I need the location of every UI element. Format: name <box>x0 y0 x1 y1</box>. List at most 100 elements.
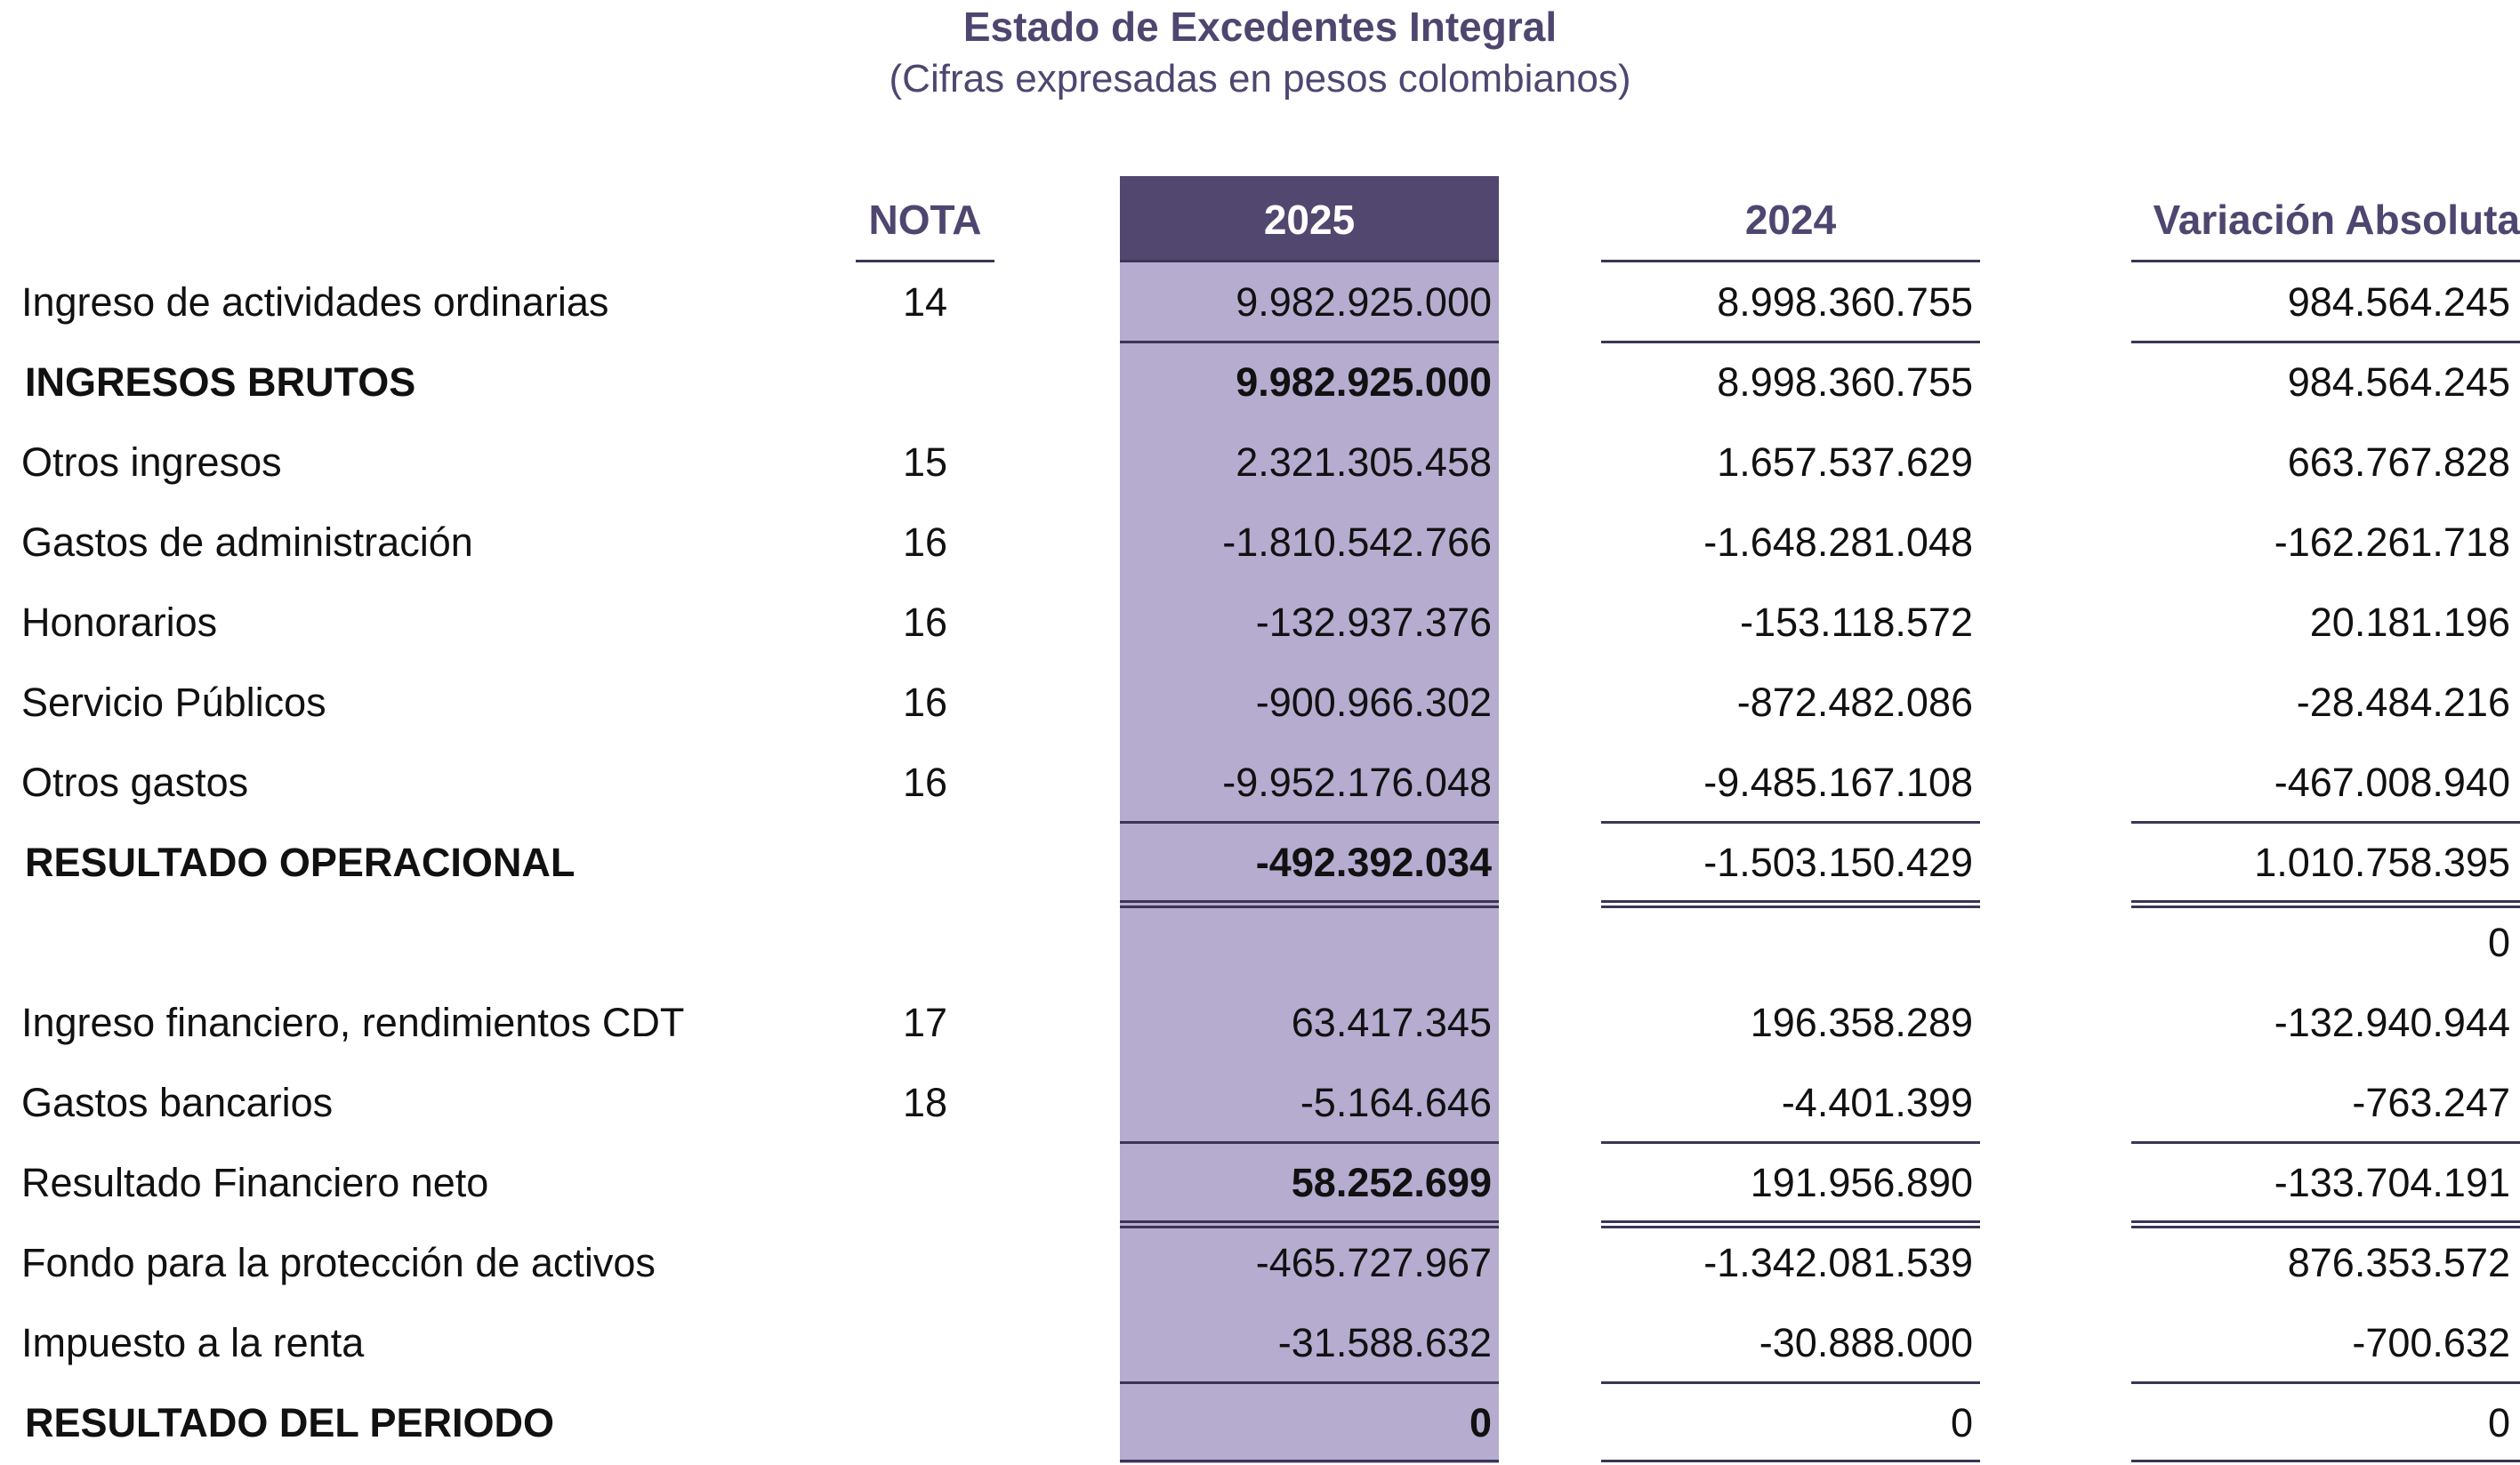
row-value-variation: 984.564.245 <box>2287 359 2510 405</box>
row-value-2024: -872.482.086 <box>1736 680 1973 725</box>
row-value-2025: -132.937.376 <box>1255 600 1492 645</box>
row-label: Gastos de administración <box>21 519 473 565</box>
row-label: Gastos bancarios <box>21 1080 334 1125</box>
table-row: RESULTADO DEL PERIODO 0 0 0 <box>0 1383 2520 1463</box>
row-rule <box>1601 1460 1980 1462</box>
row-value-2024: -1.342.081.539 <box>1703 1240 1973 1285</box>
row-value-variation: 984.564.245 <box>2287 279 2510 325</box>
row-value-variation: 0 <box>2487 1400 2510 1445</box>
row-rule <box>2131 1381 2520 1384</box>
row-label: Ingreso de actividades ordinarias <box>21 279 609 325</box>
row-rule <box>1601 1381 1980 1384</box>
row-value-2024: -9.485.167.108 <box>1703 760 1973 805</box>
row-nota: 15 <box>902 439 948 485</box>
table-row: Impuesto a la renta -31.588.632 -30.888.… <box>0 1303 2520 1383</box>
row-value-variation: 20.181.196 <box>2309 600 2510 645</box>
row-rule <box>1120 1381 1499 1384</box>
table-row: Ingreso de actividades ordinarias 14 9.9… <box>0 262 2520 342</box>
column-header-2025: 2025 <box>1120 176 1499 262</box>
column-header-2024: 2024 <box>1744 196 1837 243</box>
row-label: Honorarios <box>21 600 218 645</box>
row-value-variation: -132.940.944 <box>2274 1000 2510 1045</box>
row-value-2024: 8.998.360.755 <box>1717 279 1973 325</box>
row-value-2025 <box>1120 903 1492 983</box>
row-rule <box>1601 821 1980 824</box>
row-double-rule <box>2131 900 2520 908</box>
row-value-2025: 9.982.925.000 <box>1236 279 1492 325</box>
row-nota: 16 <box>902 600 948 645</box>
row-value-2024 <box>1601 903 1973 983</box>
row-value-2025: -900.966.302 <box>1255 680 1492 725</box>
row-rule <box>2131 821 2520 824</box>
row-nota <box>854 342 996 423</box>
row-double-rule <box>1601 900 1980 908</box>
column-header-variation: Variación Absoluta <box>2153 196 2520 243</box>
row-double-rule <box>1601 1220 1980 1228</box>
row-label: Ingreso financiero, rendimientos CDT <box>21 1000 685 1045</box>
table-row: Otros gastos 16 -9.952.176.048 -9.485.16… <box>0 743 2520 823</box>
row-rule <box>2131 341 2520 343</box>
row-value-variation: -162.261.718 <box>2274 519 2510 565</box>
row-value-2025: 2.321.305.458 <box>1236 439 1492 485</box>
row-value-variation: 0 <box>2487 920 2510 965</box>
row-value-variation: 1.010.758.395 <box>2254 840 2510 885</box>
table-row: Ingreso financiero, rendimientos CDT 17 … <box>0 983 2520 1063</box>
row-value-variation: -28.484.216 <box>2296 680 2510 725</box>
row-value-2024: 196.358.289 <box>1750 1000 1973 1045</box>
row-label: Servicio Públicos <box>21 680 326 725</box>
row-value-variation: -763.247 <box>2352 1080 2510 1125</box>
row-value-variation: -700.632 <box>2352 1320 2510 1365</box>
table-row: Resultado Financiero neto 58.252.699 191… <box>0 1143 2520 1223</box>
row-double-rule <box>1120 1220 1499 1228</box>
column-header-nota: NOTA <box>868 196 982 243</box>
row-value-2025: -1.810.542.766 <box>1222 519 1492 565</box>
row-label: Impuesto a la renta <box>21 1320 365 1365</box>
row-value-2024: -153.118.572 <box>1740 600 1973 645</box>
row-rule <box>1120 341 1499 343</box>
row-value-2025: -31.588.632 <box>1277 1320 1492 1365</box>
table-row: Servicio Públicos 16 -900.966.302 -872.4… <box>0 663 2520 743</box>
row-value-variation: 663.767.828 <box>2287 439 2510 485</box>
row-value-2024: 191.956.890 <box>1750 1160 1973 1205</box>
row-value-2025: 0 <box>1469 1400 1492 1445</box>
table-row: Gastos bancarios 18 -5.164.646 -4.401.39… <box>0 1063 2520 1143</box>
col-var-header-rule <box>2131 260 2520 262</box>
row-nota: 16 <box>902 760 948 805</box>
row-value-2024: -1.648.281.048 <box>1703 519 1973 565</box>
row-value-2024: 8.998.360.755 <box>1717 359 1973 405</box>
row-nota: 18 <box>902 1080 948 1125</box>
row-value-2024: 1.657.537.629 <box>1717 439 1973 485</box>
row-label: Otros ingresos <box>21 439 282 485</box>
row-nota <box>854 1303 996 1383</box>
row-label: RESULTADO OPERACIONAL <box>25 840 576 885</box>
row-nota: 16 <box>902 680 948 725</box>
nota-header-rule <box>856 260 994 262</box>
row-value-2025: -492.392.034 <box>1255 840 1492 885</box>
row-value-2025: 9.982.925.000 <box>1236 359 1492 405</box>
row-label: Otros gastos <box>21 760 249 805</box>
table-row: INGRESOS BRUTOS 9.982.925.000 8.998.360.… <box>0 342 2520 423</box>
table-row: Otros ingresos 15 2.321.305.458 1.657.53… <box>0 423 2520 503</box>
row-rule <box>1601 341 1980 343</box>
row-value-2025: -465.727.967 <box>1255 1240 1492 1285</box>
row-double-rule <box>1120 900 1499 908</box>
row-rule <box>2131 1460 2520 1462</box>
row-value-2024: -30.888.000 <box>1759 1320 1973 1365</box>
col-2024-header-rule <box>1601 260 1980 262</box>
row-nota <box>854 1143 996 1223</box>
row-label: RESULTADO DEL PERIODO <box>25 1400 555 1445</box>
row-label: Resultado Financiero neto <box>21 1160 489 1205</box>
report-subtitle: (Cifras expresadas en pesos colombianos) <box>889 57 1631 101</box>
row-nota <box>854 1223 996 1303</box>
report-title: Estado de Excedentes Integral <box>962 4 1558 50</box>
row-value-2025: -5.164.646 <box>1300 1080 1492 1125</box>
row-value-2024: 0 <box>1950 1400 1973 1445</box>
table-row: Gastos de administración 16 -1.810.542.7… <box>0 503 2520 583</box>
row-value-variation: 876.353.572 <box>2287 1240 2510 1285</box>
row-value-variation: -133.704.191 <box>2274 1160 2510 1205</box>
row-rule <box>1120 821 1499 824</box>
row-value-2025: 58.252.699 <box>1291 1160 1492 1205</box>
row-rule <box>1120 1460 1499 1462</box>
row-label: INGRESOS BRUTOS <box>25 359 416 405</box>
row-double-rule <box>2131 1220 2520 1228</box>
